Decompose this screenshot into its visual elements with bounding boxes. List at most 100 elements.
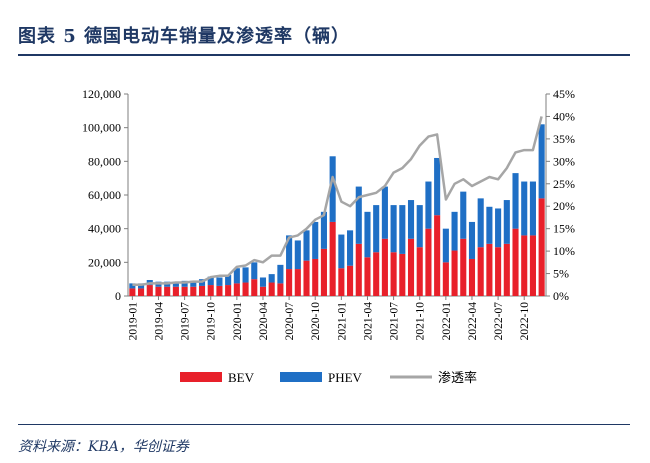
phev-bar xyxy=(277,264,284,284)
bev-bar xyxy=(294,269,301,296)
bev-bar xyxy=(355,243,362,296)
bev-bar xyxy=(286,269,293,296)
x-tick-label: 2021-07 xyxy=(389,302,401,341)
bev-bar xyxy=(338,268,345,296)
bev-bar xyxy=(225,285,232,296)
phev-bar xyxy=(486,206,493,244)
bev-bar xyxy=(146,285,153,296)
penetration-line xyxy=(132,116,543,287)
bev-bar xyxy=(521,235,528,296)
phev-bar xyxy=(451,211,458,251)
phev-bar xyxy=(373,205,380,253)
bev-bar xyxy=(207,285,214,296)
phev-bar xyxy=(225,274,232,286)
right-tick-label: 5% xyxy=(553,267,569,281)
left-tick-label: 20,000 xyxy=(88,255,121,269)
phev-bar xyxy=(364,211,371,258)
phev-bar xyxy=(468,221,476,259)
x-tick-label: 2020-01 xyxy=(232,302,244,341)
phev-bar xyxy=(460,191,467,239)
bev-bar xyxy=(242,282,249,296)
bev-bar xyxy=(460,238,467,296)
phev-bar xyxy=(294,240,301,270)
chart-title: 图表 5 德国电动车销量及渗透率（辆） xyxy=(18,26,351,47)
bev-bar xyxy=(277,283,284,296)
bev-bar xyxy=(164,286,171,296)
left-tick-label: 0 xyxy=(115,289,121,303)
chart-container: 0 20,000 40,000 60,000 80,000 100,000 120,000 0… xyxy=(40,80,610,404)
phev-bar xyxy=(347,230,354,266)
bev-bar xyxy=(503,243,510,296)
x-tick-label: 2020-04 xyxy=(258,302,270,341)
phev-bar xyxy=(521,181,528,236)
x-tick-label: 2022-04 xyxy=(467,302,479,341)
phev-bar xyxy=(529,181,536,236)
left-tick-label: 80,000 xyxy=(88,154,121,168)
left-tick-label: 120,000 xyxy=(82,87,121,101)
phev-bar xyxy=(190,280,197,287)
left-tick-label: 40,000 xyxy=(88,222,121,236)
phev-bar xyxy=(312,221,319,259)
phev-bar xyxy=(442,228,449,263)
bev-bar xyxy=(512,228,519,296)
title-divider xyxy=(18,54,630,56)
right-tick-label: 15% xyxy=(553,222,575,236)
x-tick-label: 2021-01 xyxy=(336,302,348,341)
legend-phev-label: PHEV xyxy=(328,370,363,385)
bev-bar xyxy=(172,286,179,296)
bev-bar xyxy=(347,265,354,296)
phev-bar xyxy=(286,235,293,270)
right-tick-label: 30% xyxy=(553,154,575,168)
bev-bar xyxy=(486,243,493,296)
bev-bar xyxy=(373,252,380,296)
bev-bar xyxy=(129,288,136,296)
bev-bar xyxy=(268,282,275,296)
left-tick-label: 100,000 xyxy=(82,121,121,135)
phev-bar xyxy=(381,186,388,239)
phev-bar xyxy=(399,205,406,254)
phev-bar xyxy=(303,230,310,261)
x-tick-label: 2022-10 xyxy=(519,302,531,341)
phev-bar xyxy=(129,283,136,289)
x-tick-label: 2019-01 xyxy=(127,302,139,341)
bev-bar xyxy=(399,253,406,296)
bev-bar xyxy=(329,221,336,296)
bev-bar xyxy=(451,250,458,296)
right-tick-label: 0% xyxy=(553,289,569,303)
phev-bar xyxy=(434,157,441,216)
bev-bar xyxy=(251,279,258,296)
phev-bar xyxy=(268,274,275,283)
bev-bar xyxy=(320,248,327,296)
phev-bar xyxy=(329,156,336,222)
bev-bar xyxy=(477,247,484,296)
phev-bar xyxy=(407,200,415,239)
phev-bar xyxy=(338,234,345,269)
x-tick-label: 2021-10 xyxy=(415,302,427,341)
phev-bar xyxy=(172,281,179,287)
x-tick-label: 2019-10 xyxy=(206,302,218,341)
phev-bar xyxy=(425,181,432,229)
x-tick-label: 2020-07 xyxy=(284,302,296,341)
bev-bar xyxy=(416,247,423,296)
phev-bar xyxy=(416,205,423,248)
bev-bar xyxy=(190,286,197,296)
bev-bar xyxy=(364,257,371,296)
x-tick-label: 2022-01 xyxy=(441,302,453,341)
bev-bar xyxy=(233,283,240,296)
right-tick-label: 45% xyxy=(553,87,575,101)
right-tick-label: 25% xyxy=(553,177,575,191)
bev-bar xyxy=(198,285,206,296)
right-tick-label: 20% xyxy=(553,199,575,213)
bev-bar xyxy=(538,198,545,296)
left-tick-label: 60,000 xyxy=(88,188,121,202)
legend-bev-swatch xyxy=(180,372,222,382)
x-tick-label: 2022-07 xyxy=(493,302,505,341)
phev-bar xyxy=(216,277,223,286)
bev-bar xyxy=(425,228,432,296)
legend-penetration-label: 渗透率 xyxy=(438,370,477,385)
phev-bar xyxy=(355,186,362,244)
bev-bar xyxy=(407,238,415,296)
bev-bar xyxy=(390,252,397,296)
ev-sales-chart: 0 20,000 40,000 60,000 80,000 100,000 120,000 0… xyxy=(82,87,575,385)
right-tick-label: 40% xyxy=(553,109,575,123)
